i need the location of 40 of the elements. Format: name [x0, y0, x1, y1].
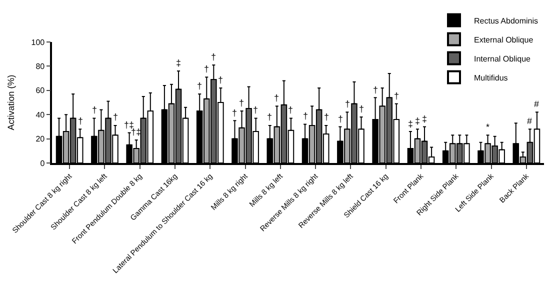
data-label: ‡ — [408, 119, 414, 129]
data-label: # — [534, 99, 540, 109]
data-label: † — [92, 105, 98, 115]
data-label: † — [197, 81, 202, 91]
data-label: † — [373, 85, 378, 95]
legend-label: Rectus Abdominis — [474, 16, 538, 26]
data-label: †‡ — [124, 120, 134, 130]
data-label: † — [338, 114, 344, 124]
data-label: † — [253, 105, 258, 115]
data-label: ‡ — [415, 116, 420, 126]
data-label: † — [113, 112, 118, 122]
y-tick-label: 20 — [36, 134, 46, 144]
data-label: † — [288, 105, 294, 115]
data-label: † — [267, 112, 272, 122]
data-label: * — [486, 122, 490, 132]
data-label: † — [232, 108, 238, 118]
data-label: † — [303, 111, 308, 121]
data-label: † — [345, 99, 350, 109]
legend-label: External Oblique — [474, 35, 534, 44]
data-label: ‡ — [422, 114, 428, 124]
data-label: † — [359, 104, 364, 114]
data-label: † — [78, 116, 84, 126]
y-tick-label: 80 — [36, 62, 46, 71]
data-label: † — [394, 91, 400, 101]
legend-label: Multifidus — [474, 73, 508, 82]
data-label: † — [239, 98, 244, 108]
y-axis-title: Activation (%) — [6, 74, 16, 130]
legend-label: Internal Oblique — [474, 54, 532, 64]
data-label: † — [218, 75, 224, 85]
data-label: † — [324, 112, 330, 122]
data-label: ‡ — [176, 58, 182, 68]
data-label: † — [211, 52, 216, 62]
y-tick-label: 60 — [36, 86, 46, 96]
y-tick-label: 40 — [36, 110, 46, 120]
y-tick-label: 0 — [40, 158, 46, 168]
data-label: † — [274, 93, 280, 103]
data-label: †‡ — [131, 127, 142, 137]
y-tick-label: 100 — [31, 38, 46, 47]
data-label: † — [204, 64, 210, 74]
data-label: # — [527, 116, 532, 126]
